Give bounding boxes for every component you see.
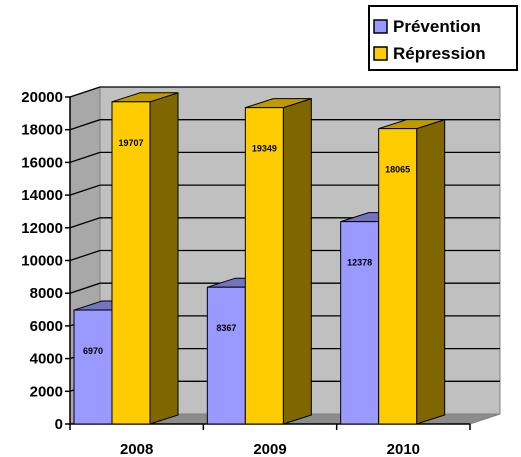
y-tick-label: 0 bbox=[55, 416, 63, 433]
data-label: 19349 bbox=[252, 144, 277, 154]
data-label: 6970 bbox=[83, 346, 103, 356]
gridline bbox=[69, 119, 500, 131]
gridline bbox=[69, 86, 500, 98]
bar-front bbox=[378, 128, 418, 425]
bar-front bbox=[206, 286, 246, 425]
bar-side bbox=[416, 118, 446, 425]
bar-front bbox=[73, 309, 113, 425]
data-label: 8367 bbox=[216, 323, 236, 333]
bar-front bbox=[111, 101, 151, 425]
legend: Prévention Répression bbox=[368, 5, 518, 71]
gridline bbox=[69, 151, 500, 164]
x-tick-label: 2010 bbox=[387, 441, 420, 457]
y-tick-label: 18000 bbox=[21, 122, 63, 139]
bar-rpression-2009 bbox=[244, 97, 312, 425]
bar-side bbox=[282, 97, 312, 425]
y-tick-label: 2000 bbox=[30, 383, 63, 400]
data-label: 12378 bbox=[347, 258, 372, 268]
x-tick-label: 2009 bbox=[253, 441, 286, 457]
y-tick-label: 6000 bbox=[30, 318, 63, 335]
bar-rpression-2010 bbox=[378, 118, 446, 425]
y-tick-label: 4000 bbox=[30, 351, 63, 368]
x-tick-label: 2008 bbox=[120, 441, 153, 457]
y-tick-label: 10000 bbox=[21, 253, 63, 270]
y-tick-label: 16000 bbox=[21, 154, 63, 171]
y-tick-label: 20000 bbox=[21, 89, 63, 106]
bars bbox=[73, 92, 446, 425]
data-label: 19707 bbox=[118, 138, 143, 148]
bar-front bbox=[244, 107, 284, 425]
y-axis-ticks: 0 2000 4000 6000 8000 10000 12000 14000 16000 180… bbox=[21, 89, 70, 433]
bar-front bbox=[340, 221, 380, 425]
bar-rpression-2008 bbox=[111, 92, 179, 425]
legend-label-prevention: Prévention bbox=[393, 17, 481, 36]
y-tick-label: 14000 bbox=[21, 187, 63, 204]
legend-swatch-prevention bbox=[373, 19, 388, 34]
bar-side bbox=[149, 92, 179, 425]
legend-frame bbox=[368, 5, 518, 71]
data-label: 18065 bbox=[385, 165, 410, 175]
x-axis-labels: 2008 2009 2010 bbox=[120, 441, 420, 457]
gridline bbox=[69, 184, 500, 196]
legend-swatch-repression bbox=[373, 46, 388, 61]
data-labels: 6970 19707 8367 19349 12378 18065 bbox=[83, 138, 410, 356]
y-tick-label: 12000 bbox=[21, 220, 63, 237]
y-tick-label: 8000 bbox=[30, 285, 63, 302]
legend-label-repression: Répression bbox=[393, 44, 486, 63]
